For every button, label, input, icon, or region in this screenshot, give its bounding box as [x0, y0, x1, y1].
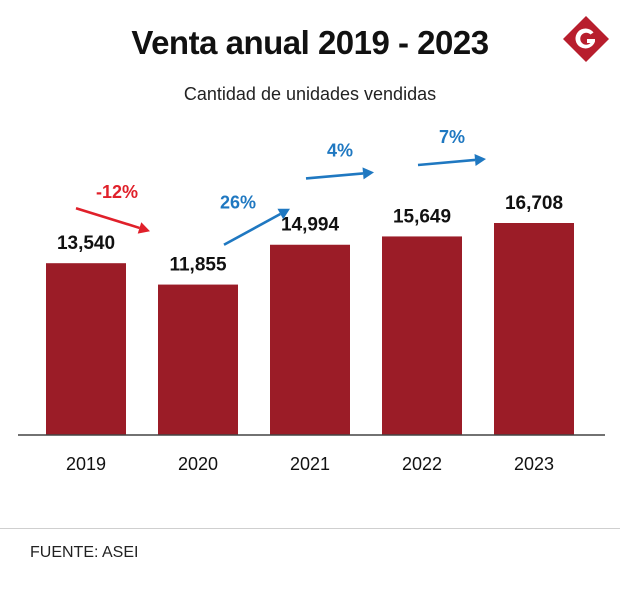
change-arrow-2020-2021 — [223, 212, 281, 246]
change-arrowhead-2020-2021 — [277, 208, 290, 220]
x-tick-label-2022: 2022 — [402, 454, 442, 474]
bar-2019 — [46, 263, 126, 435]
change-label-2021-2022: 4% — [327, 140, 353, 160]
page-title: Venta anual 2019 - 2023 — [131, 24, 489, 61]
x-tick-label-2023: 2023 — [514, 454, 554, 474]
value-label-2023: 16,708 — [505, 193, 563, 214]
logo-diamond — [563, 16, 609, 62]
change-arrow-2021-2022 — [305, 172, 364, 180]
footer-divider — [0, 528, 620, 529]
change-arrowhead-2022-2023 — [474, 153, 486, 166]
change-arrow-2019-2020 — [75, 206, 140, 230]
x-tick-label-2020: 2020 — [178, 454, 218, 474]
x-tick-label-2021: 2021 — [290, 454, 330, 474]
change-label-2020-2021: 26% — [220, 193, 256, 213]
page-subtitle: Cantidad de unidades vendidas — [183, 84, 437, 104]
g-logo-icon — [563, 16, 609, 62]
value-label-2021: 14,994 — [281, 215, 340, 236]
bar-2021 — [270, 244, 350, 435]
bar-2020 — [158, 284, 238, 435]
change-label-2019-2020: -12% — [96, 182, 138, 202]
change-arrow-2022-2023 — [417, 158, 476, 167]
value-label-2022: 15,649 — [393, 206, 451, 227]
change-arrowhead-2019-2020 — [137, 222, 150, 234]
source-note: FUENTE: ASEI — [30, 544, 139, 561]
value-label-2019: 13,540 — [57, 233, 115, 254]
bar-chart: 13,540 2019 11,855 2020 14,994 2021 15,649 2022… — [18, 127, 605, 474]
value-label-2020: 11,855 — [169, 255, 226, 276]
logo-letter-g — [575, 28, 595, 49]
x-tick-label-2019: 2019 — [66, 454, 106, 474]
change-arrowhead-2021-2022 — [362, 167, 374, 180]
change-label-2022-2023: 7% — [439, 127, 465, 147]
bar-2022 — [382, 236, 462, 435]
bar-2023 — [494, 223, 574, 435]
